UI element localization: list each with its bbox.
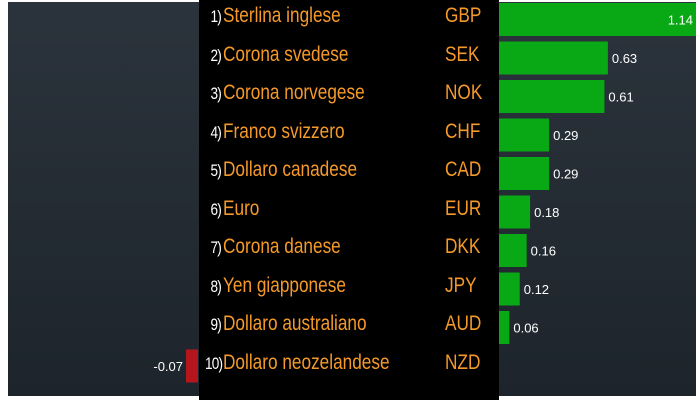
rank-label: 5) xyxy=(210,161,222,180)
rank-label: 6) xyxy=(210,199,222,219)
table-row: 3) Corona norvegese NOK xyxy=(199,78,499,116)
currency-code: CAD xyxy=(445,158,482,181)
rank-label: 3) xyxy=(210,84,222,103)
bar-gbp xyxy=(499,3,696,36)
table-row: 9) Dollaro australiano AUD xyxy=(199,309,499,347)
rank-label: 4) xyxy=(210,122,222,142)
currency-code: CHF xyxy=(445,119,481,143)
value-label-nok: 0.61 xyxy=(608,90,633,105)
currency-code: JPY xyxy=(445,273,477,297)
value-label-cad: 0.29 xyxy=(553,167,578,182)
table-row: 7) Corona danese DKK xyxy=(199,232,499,270)
value-label-jpy: 0.12 xyxy=(524,282,549,297)
currency-table: 1) Sterlina inglese GBP 2) Corona svedese SEK… xyxy=(199,0,499,400)
currency-name: Corona norvegese xyxy=(223,81,365,104)
bar-eur xyxy=(499,195,531,229)
bar-cad xyxy=(499,157,550,190)
currency-code: SEK xyxy=(445,42,480,66)
bar-sek xyxy=(499,41,608,75)
currency-name: Corona danese xyxy=(223,235,341,258)
value-label-gbp: 1.14 xyxy=(668,13,693,28)
value-label-chf: 0.29 xyxy=(553,128,578,143)
currency-name: Dollaro canadese xyxy=(223,158,358,181)
currency-name: Franco svizzero xyxy=(223,119,345,143)
value-label-dkk: 0.16 xyxy=(531,244,556,259)
currency-code: AUD xyxy=(445,312,482,335)
right-border xyxy=(696,0,700,400)
table-row: 5) Dollaro canadese CAD xyxy=(199,155,499,193)
currency-name: Dollaro australiano xyxy=(223,312,367,335)
currency-name: Corona svedese xyxy=(223,42,349,66)
table-row: 8) Yen giapponese JPY xyxy=(199,271,499,309)
bar-aud xyxy=(499,311,510,344)
rank-label: 9) xyxy=(210,315,222,334)
value-label-eur: 0.18 xyxy=(534,205,559,220)
bar-nzd xyxy=(186,349,198,383)
rank-label: 2) xyxy=(210,45,222,65)
currency-name: Yen giapponese xyxy=(223,273,346,297)
currency-name: Euro xyxy=(223,196,260,220)
bar-dkk xyxy=(499,234,527,267)
rank-label: 10) xyxy=(205,353,223,373)
currency-code: DKK xyxy=(445,235,481,258)
currency-name: Sterlina inglese xyxy=(223,4,341,27)
bar-chf xyxy=(499,118,550,152)
currency-name: Dollaro neozelandese xyxy=(223,350,390,374)
bar-nok xyxy=(499,80,605,113)
rank-label: 8) xyxy=(210,276,222,296)
table-row: 1) Sterlina inglese GBP xyxy=(199,1,499,39)
table-row: 10) Dollaro neozelandese NZD xyxy=(199,348,499,386)
currency-code: GBP xyxy=(445,4,482,27)
currency-code: NZD xyxy=(445,350,481,374)
table-row: 6) Euro EUR xyxy=(199,194,499,232)
value-label-nzd: -0.07 xyxy=(153,359,183,374)
left-border xyxy=(0,0,8,400)
currency-code: NOK xyxy=(445,81,483,104)
rank-label: 1) xyxy=(210,7,222,26)
bar-jpy xyxy=(499,272,520,306)
value-label-sek: 0.63 xyxy=(612,51,637,66)
rank-label: 7) xyxy=(210,238,222,257)
currency-code: EUR xyxy=(445,196,482,220)
table-row: 2) Corona svedese SEK xyxy=(199,40,499,78)
value-label-aud: 0.06 xyxy=(513,321,538,336)
table-row: 4) Franco svizzero CHF xyxy=(199,117,499,155)
